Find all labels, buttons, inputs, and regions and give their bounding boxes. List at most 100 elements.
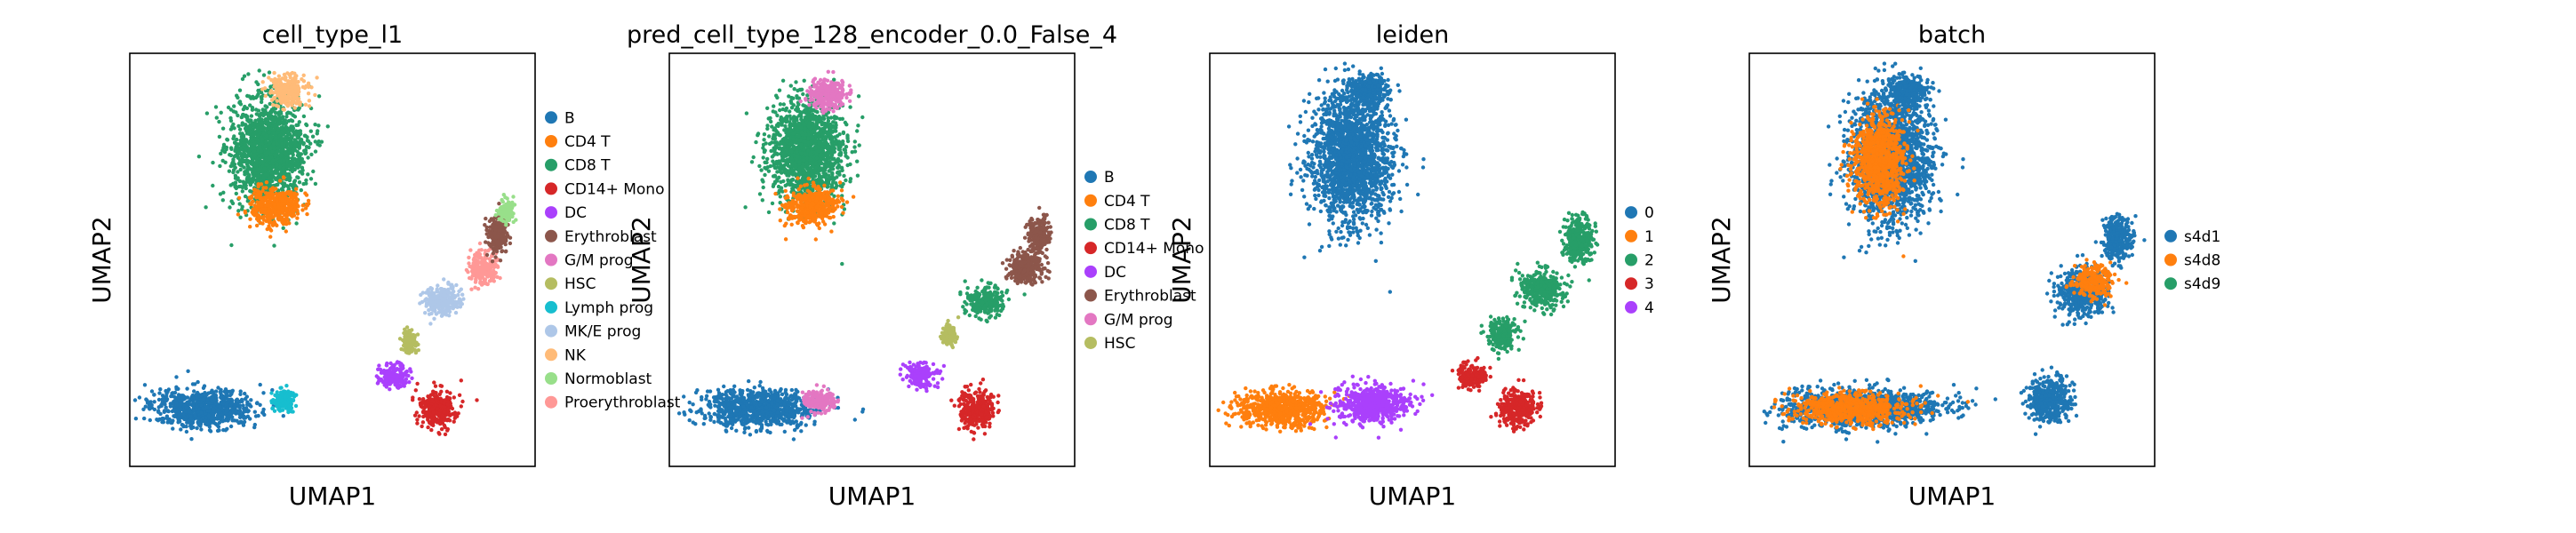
legend-label: Normoblast	[564, 370, 652, 388]
data-point	[264, 191, 268, 195]
data-point	[406, 347, 411, 353]
data-point	[301, 181, 306, 187]
data-point	[234, 186, 238, 191]
legend-marker	[545, 372, 557, 385]
data-point	[405, 336, 411, 341]
data-point	[231, 170, 236, 175]
legend-marker	[545, 253, 557, 266]
data-point	[244, 106, 250, 111]
data-point	[442, 401, 446, 405]
data-point	[272, 243, 276, 248]
data-point	[204, 405, 210, 410]
data-point	[252, 149, 257, 154]
data-point	[220, 198, 225, 203]
data-point	[234, 191, 238, 196]
data-point	[255, 133, 260, 139]
data-point	[296, 136, 300, 140]
data-point	[272, 95, 277, 100]
data-point	[254, 112, 259, 116]
data-point	[315, 76, 319, 80]
data-point	[464, 267, 469, 273]
data-point	[243, 170, 247, 174]
data-point	[457, 393, 462, 397]
data-point	[282, 84, 287, 89]
data-point	[160, 397, 164, 402]
data-point	[234, 110, 238, 115]
data-point	[399, 365, 404, 370]
data-point	[284, 184, 290, 188]
data-point	[508, 241, 513, 246]
data-point	[295, 211, 300, 216]
data-point	[423, 311, 428, 315]
data-point	[442, 277, 446, 282]
data-point	[504, 249, 508, 253]
data-point	[264, 133, 269, 139]
data-point	[313, 149, 318, 154]
data-point	[244, 123, 248, 127]
data-point	[235, 397, 239, 402]
data-point	[252, 410, 257, 414]
data-point	[445, 287, 451, 292]
legend-marker	[545, 182, 557, 195]
data-point	[211, 407, 216, 411]
data-point	[268, 137, 273, 142]
data-point	[256, 219, 260, 223]
data-point	[481, 266, 486, 271]
data-point	[292, 140, 297, 145]
data-point	[160, 419, 164, 425]
data-point	[281, 171, 285, 176]
data-point	[301, 73, 306, 78]
data-point	[204, 111, 210, 115]
data-point	[137, 395, 142, 400]
data-point	[232, 154, 237, 159]
data-point	[509, 202, 514, 206]
data-point	[469, 287, 474, 291]
data-point	[285, 218, 290, 222]
data-point	[484, 271, 490, 275]
data-point	[260, 121, 264, 125]
data-point	[287, 178, 292, 183]
data-point	[748, 433, 753, 437]
data-point	[286, 88, 291, 92]
data-point	[141, 407, 146, 411]
data-point	[484, 252, 490, 258]
data-point	[260, 97, 264, 101]
data-point	[253, 163, 258, 168]
data-point	[204, 205, 208, 210]
data-point	[295, 175, 300, 179]
data-point	[204, 393, 208, 398]
data-point	[275, 404, 279, 409]
data-point	[268, 199, 273, 204]
data-point	[261, 186, 266, 190]
data-point	[271, 128, 276, 132]
data-point	[420, 290, 425, 295]
data-point	[242, 416, 246, 420]
data-point	[276, 397, 281, 402]
data-point	[258, 144, 262, 148]
data-point	[428, 298, 433, 303]
x-axis-label: UMAP1	[289, 481, 377, 511]
data-point	[693, 390, 699, 395]
data-point	[492, 279, 496, 283]
data-point	[511, 195, 516, 199]
data-point	[152, 400, 156, 404]
data-point	[409, 370, 413, 374]
data-point	[791, 437, 796, 442]
data-point	[495, 241, 500, 246]
data-point	[229, 199, 234, 203]
data-point	[228, 424, 234, 429]
data-point	[235, 137, 239, 142]
data-point	[491, 240, 495, 244]
data-point	[248, 103, 252, 107]
data-point	[270, 406, 275, 410]
data-point	[260, 80, 265, 84]
data-point	[229, 401, 235, 406]
data-point	[433, 384, 438, 388]
data-point	[228, 205, 232, 210]
data-point	[484, 225, 489, 230]
legend-label: NK	[564, 346, 587, 364]
data-point	[306, 198, 311, 203]
data-point	[452, 416, 457, 420]
data-point	[275, 141, 279, 147]
